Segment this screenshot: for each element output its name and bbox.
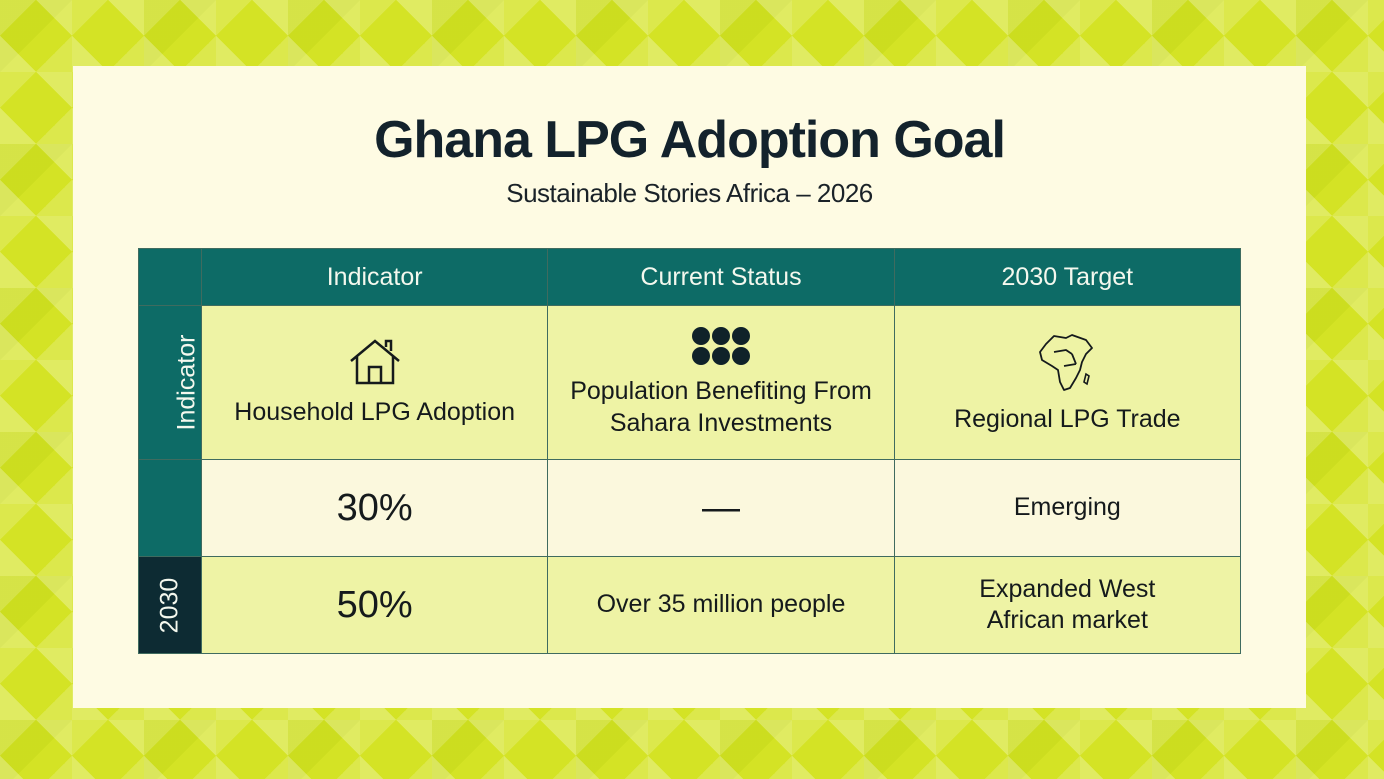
lpg-goal-table: Indicator Current Status 2030 Target Ind… — [138, 248, 1242, 654]
house-icon — [349, 339, 400, 385]
indicator-label: Household LPG Adoption — [234, 397, 516, 426]
row-label-current — [138, 459, 202, 557]
current-adoption-value: 30% — [336, 486, 413, 529]
table-row: Indicator Household LPG Adoption — [138, 305, 1242, 460]
target-population-value: Over 35 million people — [596, 590, 846, 619]
corner-cell — [138, 248, 202, 306]
table-cell: Expanded West African market — [893, 556, 1242, 654]
table-cell: Household LPG Adoption — [200, 305, 549, 460]
table-cell: — — [547, 459, 895, 557]
africa-map-icon — [1039, 333, 1094, 391]
table-cell: 50% — [200, 556, 549, 654]
current-population-value: — — [701, 486, 740, 529]
target-trade-value: Expanded West African market — [979, 574, 1156, 634]
table-cell: Regional LPG Trade — [893, 305, 1242, 460]
population-dots-icon — [691, 327, 750, 366]
target-adoption-value: 50% — [336, 583, 413, 626]
page-title: Ghana LPG Adoption Goal — [374, 111, 1006, 169]
row-label-text: Indicator — [172, 334, 201, 431]
indicator-label: Regional LPG Trade — [954, 404, 1181, 433]
row-label-indicator: Indicator — [138, 305, 202, 460]
table-cell: Emerging — [893, 459, 1242, 557]
table-cell: Over 35 million people — [547, 556, 895, 654]
table-row: 2030 50% Over 35 million people Expanded… — [138, 556, 1242, 654]
table-cell: 30% — [200, 459, 549, 557]
page-subtitle: Sustainable Stories Africa – 2026 — [506, 178, 873, 208]
column-header-indicator: Indicator — [200, 248, 549, 306]
column-header-2030-target: 2030 Target — [893, 248, 1242, 306]
table-cell: Population Benefiting From Sahara Invest… — [547, 305, 895, 460]
table-header-row: Indicator Current Status 2030 Target — [138, 248, 1242, 306]
row-label-text: 2030 — [155, 577, 184, 633]
table-row: 30% — Emerging — [138, 459, 1242, 557]
current-trade-value: Emerging — [1013, 493, 1121, 522]
indicator-label: Population Benefiting From Sahara Invest… — [570, 377, 872, 437]
row-label-2030: 2030 — [138, 556, 202, 654]
slide-card: Ghana LPG Adoption Goal Sustainable Stor… — [73, 66, 1306, 708]
column-header-current-status: Current Status — [547, 248, 895, 306]
